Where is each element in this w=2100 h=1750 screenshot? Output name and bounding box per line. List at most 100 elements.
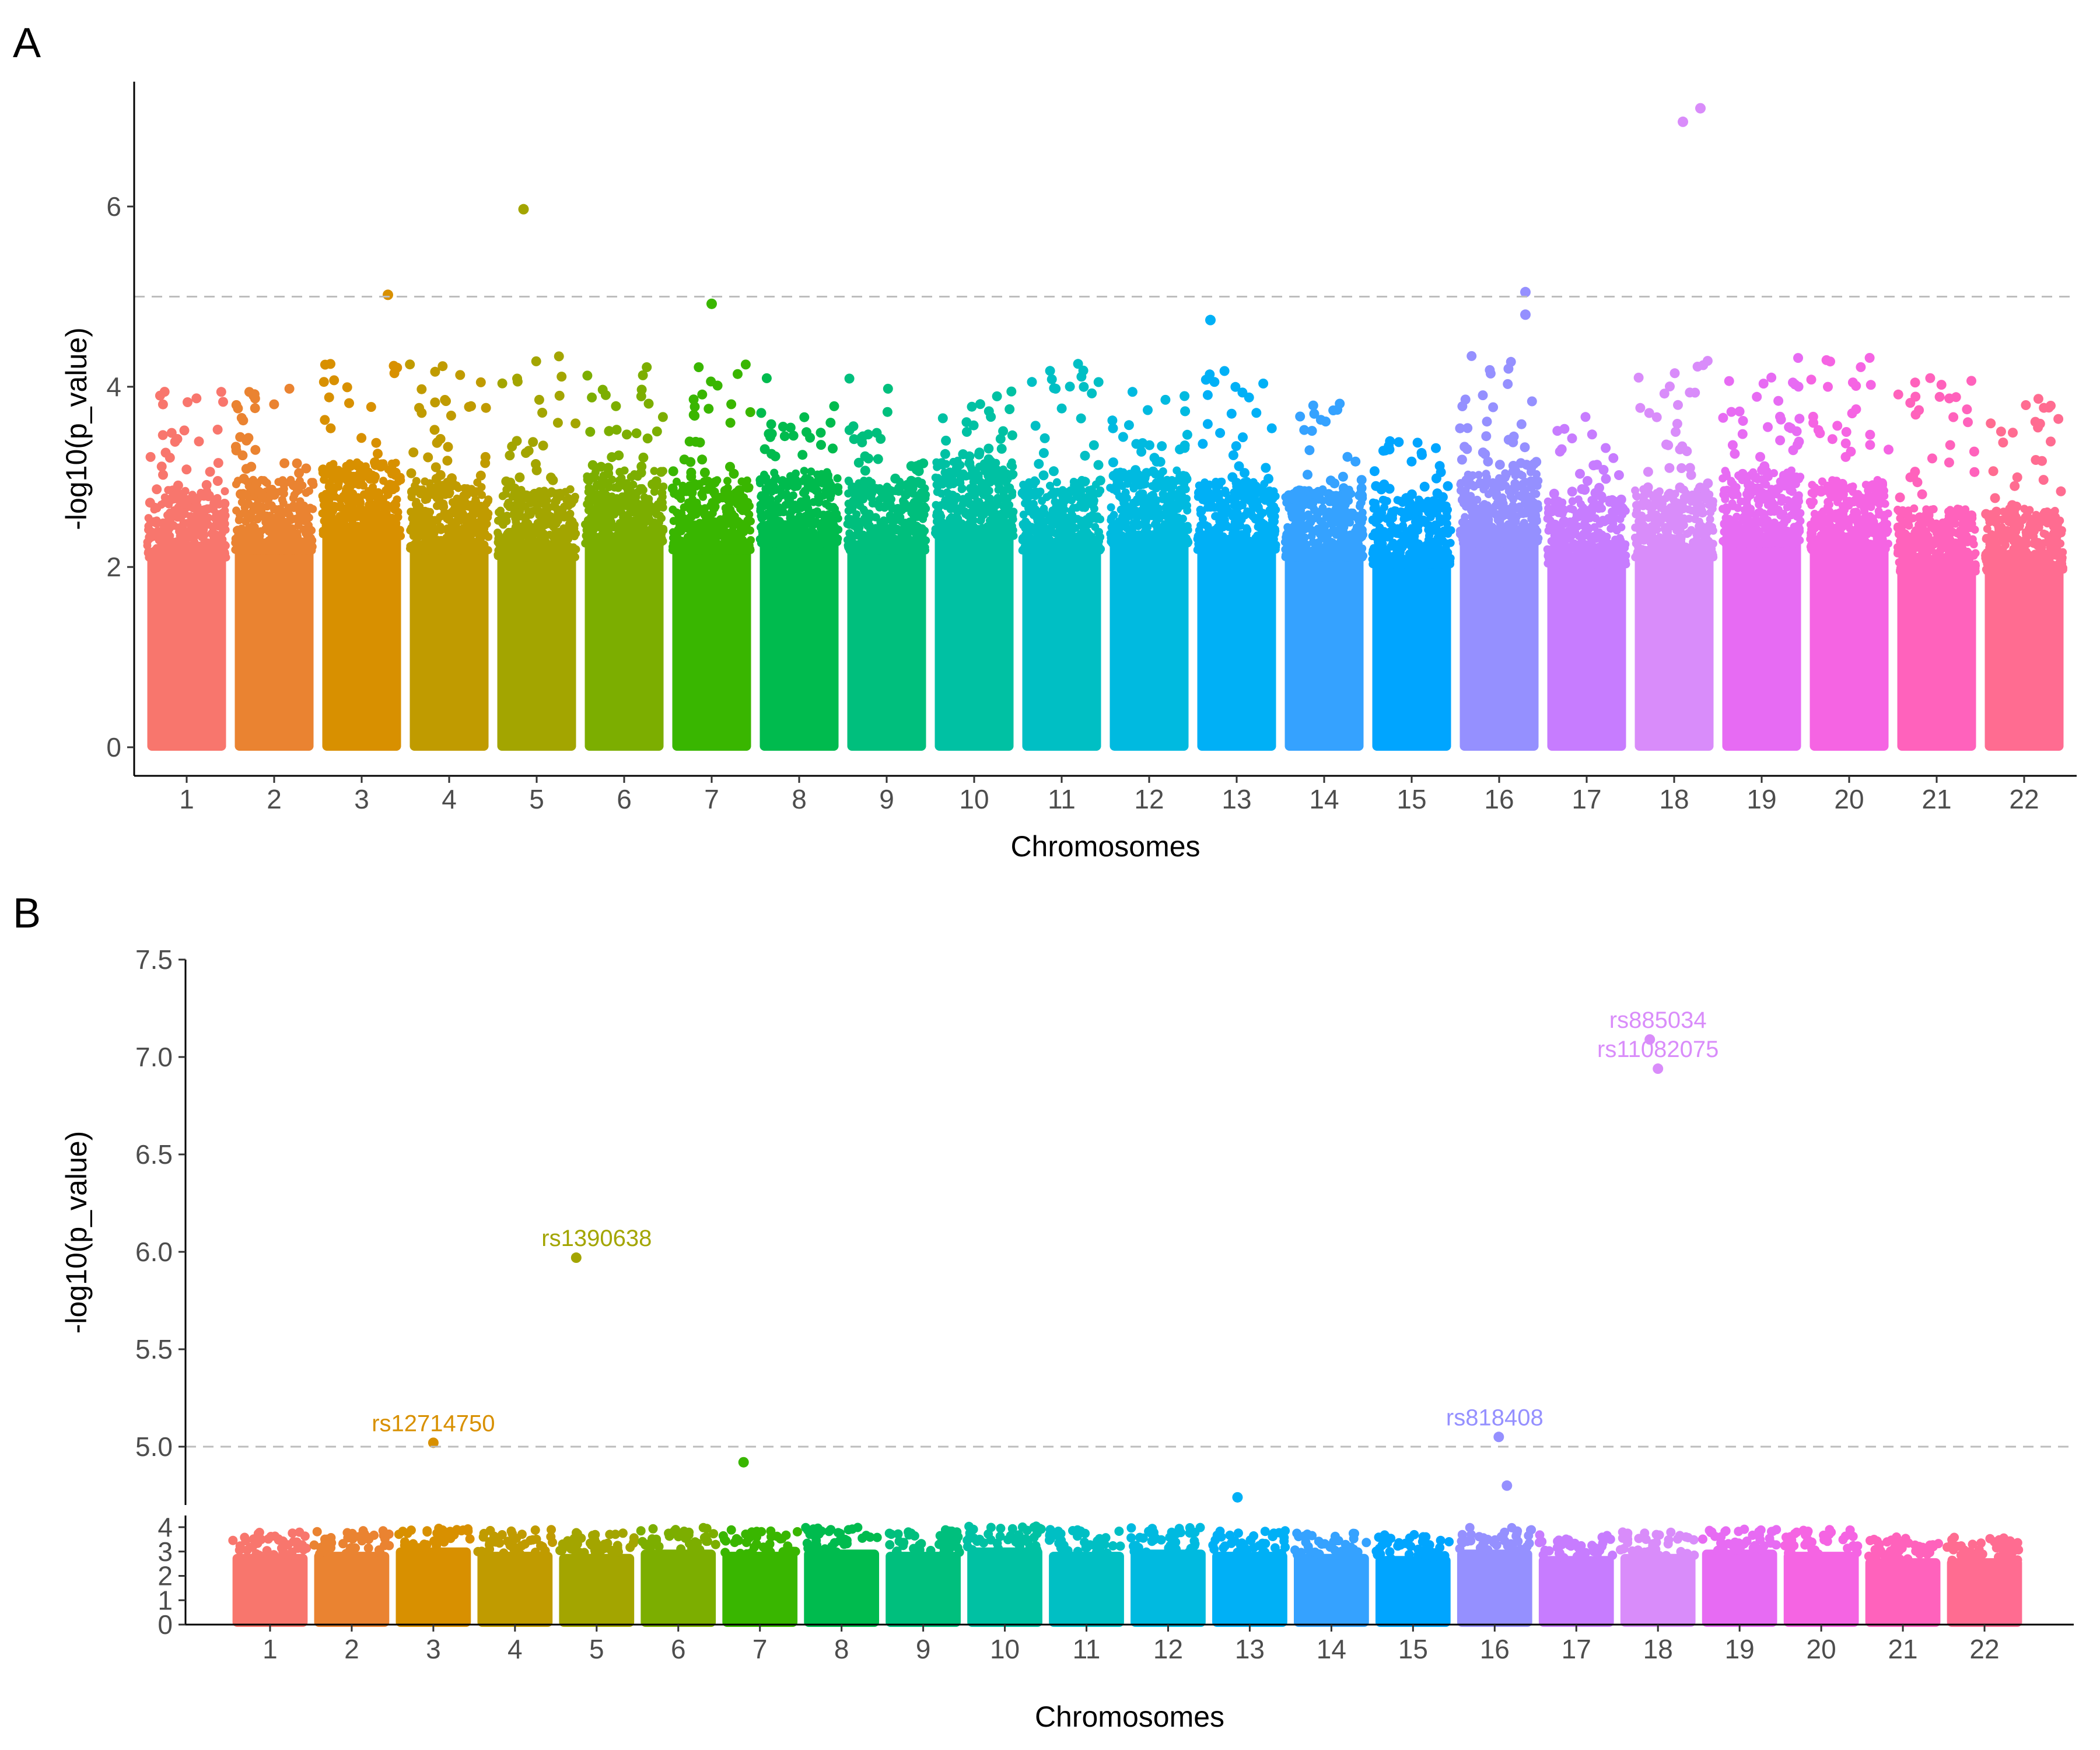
panel-a-chr-2-cloud bbox=[231, 475, 318, 555]
panel-a-chr-5-sparse bbox=[497, 351, 581, 509]
panel-a-x-tick-label: 15 bbox=[1396, 784, 1426, 814]
panel-b-chr-10-sparse bbox=[963, 1521, 1046, 1555]
panel-a-x-tick-label: 21 bbox=[1922, 784, 1951, 814]
panel-a-chr-3-cloud-dense bbox=[318, 457, 405, 541]
panel-b-chr-20-body bbox=[1783, 1552, 1859, 1627]
panel-b-peak-point bbox=[570, 1252, 582, 1264]
panel-b-chr-1-body bbox=[232, 1553, 308, 1627]
panel-b-peak-point bbox=[1232, 1492, 1243, 1503]
panel-a-chr-5-cloud-dense bbox=[494, 485, 580, 562]
panel-b-chr-18-sparse bbox=[1615, 1527, 1699, 1561]
panel-a-chr-9-points bbox=[843, 373, 930, 751]
panel-a-chr-22-sparse bbox=[1981, 394, 2066, 527]
panel-a-chr-1-body bbox=[147, 547, 226, 751]
panel-a-x-tick-label: 11 bbox=[1048, 784, 1076, 814]
panel-b-chr-7-sparse bbox=[718, 1525, 802, 1559]
panel-b-snp-label: rs818408 bbox=[1446, 1405, 1544, 1430]
panel-b-points bbox=[228, 1034, 2024, 1627]
panel-b-x-tick-label: 2 bbox=[344, 1634, 359, 1664]
panel-a-chr-17-body bbox=[1547, 555, 1626, 751]
panel-a-chr-17-points bbox=[1543, 412, 1630, 751]
panel-b-chr-5-points bbox=[555, 1528, 639, 1627]
panel-b-chr-4-sparse bbox=[473, 1525, 558, 1559]
panel-b-upper-y-tick-label: 5.0 bbox=[135, 1432, 173, 1462]
panel-b-peak-point bbox=[1493, 1432, 1504, 1443]
panel-a-chr-21-cloud-dense bbox=[1893, 504, 1980, 576]
panel-b-chr-5-body bbox=[559, 1553, 635, 1627]
panel-a-chr-18-body bbox=[1634, 547, 1714, 751]
panel-b-x-tick-label: 10 bbox=[990, 1634, 1020, 1664]
panel-a-chr-9-cloud bbox=[843, 477, 930, 555]
panel-b-chr-21-body bbox=[1865, 1558, 1941, 1627]
panel-a-chr-10-body bbox=[935, 525, 1014, 751]
panel-a-x-tick-label: 5 bbox=[529, 784, 544, 814]
panel-b-chr-12-sparse bbox=[1126, 1522, 1205, 1557]
panel-b-snp-label: rs885034 bbox=[1609, 1007, 1707, 1033]
panel-b-y-axis-title: -log10(p_value) bbox=[60, 1131, 93, 1334]
panel-a-chr-6-body bbox=[584, 533, 664, 751]
panel-a-x-tick-label: 10 bbox=[959, 784, 989, 814]
panel-b-chr-1-sparse bbox=[228, 1527, 312, 1561]
panel-b-x-tick-label: 13 bbox=[1235, 1634, 1265, 1664]
panel-b-chr-9-body bbox=[886, 1552, 961, 1627]
panel-b-x-tick-label: 6 bbox=[671, 1634, 686, 1664]
panel-b-chr-21-sparse bbox=[1864, 1532, 1944, 1564]
panel-b-x-tick-label: 1 bbox=[262, 1634, 278, 1664]
panel-b-chr-17-body bbox=[1538, 1556, 1614, 1627]
panel-a-chr-7-cloud-dense bbox=[668, 476, 755, 555]
panel-b-upper-y-tick-label: 5.5 bbox=[135, 1334, 173, 1364]
panel-a-x-tick-label: 14 bbox=[1309, 784, 1339, 814]
panel-a-chr-16-sparse bbox=[1455, 351, 1542, 489]
panel-b-upper-y-tick-label: 6.5 bbox=[135, 1139, 173, 1170]
panel-b-chr-3-points bbox=[394, 1524, 475, 1627]
panel-b-lower-y-tick-label: 4 bbox=[158, 1512, 173, 1542]
panel-a-chr-19-sparse bbox=[1718, 353, 1805, 491]
panel-b-peak-point bbox=[1653, 1063, 1664, 1074]
panel-a-chr-16-body bbox=[1460, 533, 1539, 751]
panel-a-chr-12-body bbox=[1110, 533, 1189, 751]
panel-b-x-tick-label: 8 bbox=[834, 1634, 849, 1664]
panel-b-chr-4-points bbox=[473, 1525, 558, 1627]
panel-b-chr-14-points bbox=[1290, 1528, 1371, 1627]
panel-a-chr-1-sparse bbox=[145, 387, 230, 509]
panel-a-chr-7-cloud bbox=[668, 476, 755, 555]
panel-a-chr-12-points bbox=[1106, 387, 1193, 751]
panel-b-chr-8-sparse bbox=[801, 1522, 882, 1557]
panel-a-chr-4-points bbox=[405, 359, 493, 751]
panel-b-chr-15-body bbox=[1375, 1556, 1451, 1627]
panel-a-peak-point bbox=[1520, 309, 1531, 320]
panel-b-x-tick-label: 15 bbox=[1398, 1634, 1428, 1664]
panel-a-chr-4-body bbox=[410, 540, 489, 751]
panel-b-chr-8-body bbox=[804, 1549, 880, 1627]
panel-b-upper-y-tick-label: 7.5 bbox=[135, 944, 173, 975]
panel-b-x-tick-label: 11 bbox=[1073, 1634, 1101, 1664]
panel-b-chr-9-points bbox=[884, 1525, 964, 1627]
panel-b-chr-22-points bbox=[1943, 1532, 2024, 1627]
panel-a-chr-12-sparse bbox=[1107, 387, 1192, 490]
panel-a-x-tick-label: 20 bbox=[1834, 784, 1864, 814]
panel-a-chr-5-cloud bbox=[494, 485, 580, 562]
panel-b-snp-label: rs1390638 bbox=[541, 1226, 652, 1251]
panel-b-chr-3-body bbox=[396, 1547, 471, 1627]
panel-a-chr-8-sparse bbox=[755, 373, 839, 491]
panel-a-peak-point bbox=[1205, 314, 1216, 326]
panel-b-x-tick-label: 21 bbox=[1888, 1634, 1917, 1664]
panel-a-chr-16-points bbox=[1455, 351, 1543, 751]
panel-b-lower-y-tick-label: 3 bbox=[158, 1536, 173, 1567]
panel-b-x-tick-label: 20 bbox=[1807, 1634, 1836, 1664]
panel-a-x-tick-label: 3 bbox=[354, 784, 369, 814]
panel-a-chr-14-cloud bbox=[1280, 485, 1368, 562]
panel-b-peak-point bbox=[738, 1457, 749, 1468]
panel-b-chr-22-body bbox=[1947, 1558, 2022, 1627]
panel-a-x-tick-label: 22 bbox=[2009, 784, 2039, 814]
panel-b-chr-20-sparse bbox=[1780, 1525, 1863, 1559]
panel-a-chr-21-body bbox=[1897, 562, 1976, 751]
panel-a-chr-14-body bbox=[1284, 547, 1364, 751]
panel-a-chr-13-points bbox=[1193, 366, 1280, 751]
panel-a-tag: A bbox=[13, 20, 41, 66]
panel-a-x-tick-label: 13 bbox=[1222, 784, 1251, 814]
panel-a-chr-17-sparse bbox=[1544, 412, 1626, 518]
panel-a-chr-9-cloud-dense bbox=[843, 477, 930, 555]
panel-a-chr-21-points bbox=[1893, 373, 1980, 751]
panel-a-y-tick-label: 6 bbox=[106, 191, 121, 222]
